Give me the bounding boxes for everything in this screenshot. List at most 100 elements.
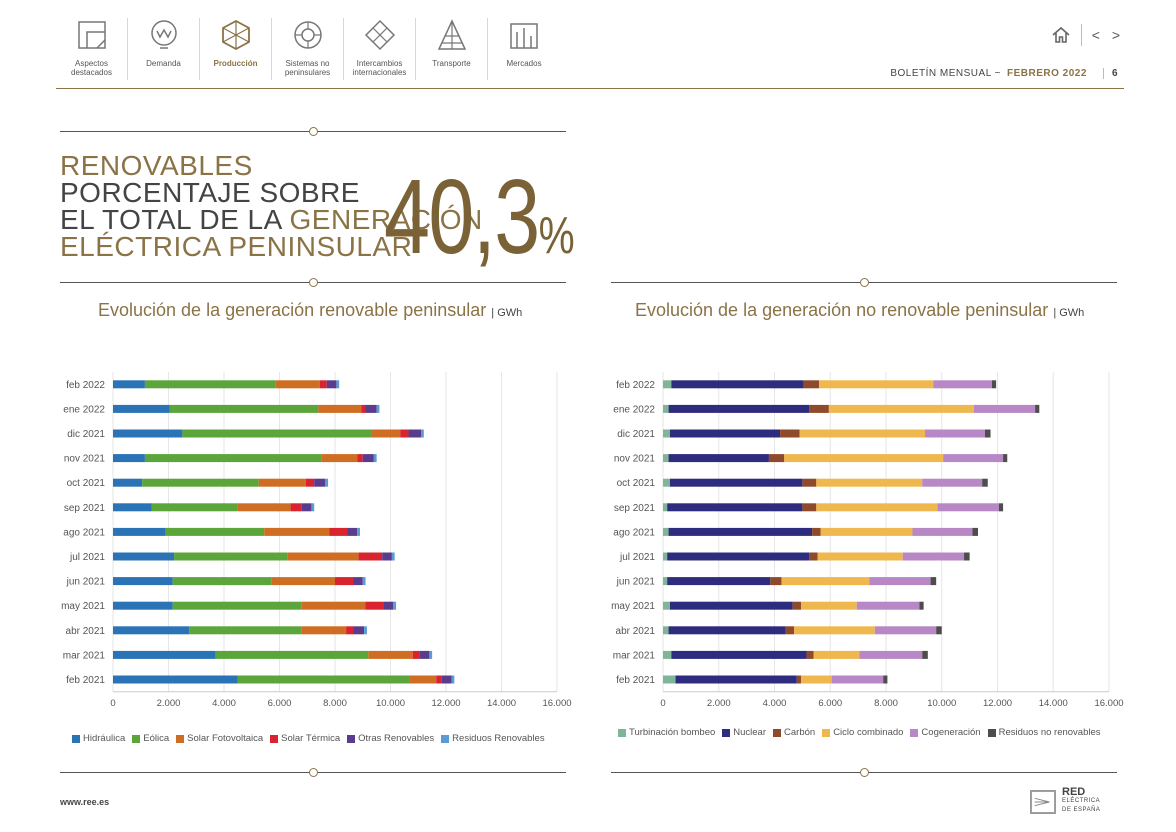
page-arrows[interactable]: < > xyxy=(1091,27,1124,43)
bar-segment xyxy=(383,601,394,610)
bar-segment xyxy=(357,527,360,536)
bar-segment xyxy=(182,429,372,438)
top-right-controls: < > xyxy=(1051,24,1124,46)
ree-logo-icon xyxy=(1030,789,1056,814)
bar-segment xyxy=(258,478,306,487)
nav-item-0[interactable]: Aspectos destacados xyxy=(56,18,128,80)
nav-item-6[interactable]: Mercados xyxy=(488,18,560,80)
y-tick-label: jun 2021 xyxy=(66,577,106,588)
legend-swatch xyxy=(822,728,831,737)
nonrenewable-legend: Turbinación bombeo Nuclear Carbón Ciclo com… xyxy=(618,727,1101,738)
bar-segment xyxy=(113,478,143,487)
bar-segment xyxy=(781,577,870,586)
bar-segment xyxy=(809,404,829,413)
y-tick-label: ene 2022 xyxy=(63,404,105,415)
bar-segment xyxy=(144,454,322,463)
bar-segment xyxy=(937,503,999,512)
bar-segment xyxy=(943,454,1004,463)
bar-segment xyxy=(287,552,359,561)
bar-segment xyxy=(113,404,170,413)
top-nav: Aspectos destacados Demanda Producción Sist… xyxy=(56,18,560,80)
legend-item: Ciclo combinado xyxy=(822,727,903,738)
y-tick-label: sep 2021 xyxy=(64,503,106,514)
bar-segment xyxy=(346,626,354,635)
x-tick-label: 4.000 xyxy=(763,698,787,709)
footer-url[interactable]: www.ree.es xyxy=(60,797,110,807)
nav-label: Producción xyxy=(213,59,258,68)
bar-segment xyxy=(663,503,668,512)
bar-segment xyxy=(365,404,377,413)
bar-segment xyxy=(451,675,455,684)
bar-segment xyxy=(364,626,367,635)
bar-segment xyxy=(305,478,315,487)
nav-item-4[interactable]: Intercambios internacionales xyxy=(344,18,416,80)
y-tick-label: feb 2022 xyxy=(66,380,105,391)
bar-segment xyxy=(663,601,670,610)
bar-segment xyxy=(813,650,860,659)
legend-swatch xyxy=(773,728,782,737)
bar-segment xyxy=(667,577,771,586)
y-tick-label: sep 2021 xyxy=(614,503,656,514)
bar-segment xyxy=(667,552,810,561)
bulletin-label: BOLETÍN MENSUAL ~ xyxy=(890,68,1002,79)
x-tick-label: 10.000 xyxy=(376,698,405,709)
x-tick-label: 16.000 xyxy=(542,698,571,709)
bar-segment xyxy=(113,527,166,536)
percentage-value: 40,3 xyxy=(384,158,540,276)
section-rule xyxy=(60,127,566,136)
y-tick-label: ago 2021 xyxy=(613,527,655,538)
legend-swatch xyxy=(132,734,141,743)
nav-item-5[interactable]: Transporte xyxy=(416,18,488,80)
page-number: 6 xyxy=(1102,68,1118,79)
bar-segment xyxy=(301,601,366,610)
legend-label: Turbinación bombeo xyxy=(629,727,716,738)
legend-label: Solar Térmica xyxy=(281,733,341,744)
bar-segment xyxy=(237,675,410,684)
bar-segment xyxy=(802,503,817,512)
x-tick-label: 6.000 xyxy=(268,698,292,709)
bar-segment xyxy=(361,404,366,413)
chart-unit: GWh xyxy=(1059,307,1085,319)
headline-line2: PORCENTAJE SOBRE xyxy=(60,177,360,208)
bar-segment xyxy=(290,503,302,512)
legend-label: Ciclo combinado xyxy=(833,727,904,738)
nav-item-1[interactable]: Demanda xyxy=(128,18,200,80)
renewable-bar-chart: 0 2.000 4.000 6.000 8.000 10.000 12.000 14.000 1… xyxy=(61,372,572,709)
x-tick-label: 0 xyxy=(110,698,115,709)
legend-label: Residuos no renovables xyxy=(998,727,1101,738)
section-rule xyxy=(611,278,1117,287)
bar-segment xyxy=(973,404,1036,413)
bar-segment xyxy=(393,601,397,610)
bar-segment xyxy=(819,380,934,389)
bar-segment xyxy=(663,552,668,561)
bar-segment xyxy=(113,380,145,389)
ree-logo: RED ELÉCTRICA DE ESPAÑA xyxy=(1030,787,1100,815)
nav-item-2[interactable]: Producción xyxy=(200,18,272,80)
bar-segment xyxy=(357,454,363,463)
nav-item-3[interactable]: Sistemas no peninsulares xyxy=(272,18,344,80)
bar-segment xyxy=(922,650,928,659)
bar-segment xyxy=(165,527,265,536)
y-tick-label: abr 2021 xyxy=(616,626,656,637)
bar-segment xyxy=(215,650,369,659)
bar-segment xyxy=(982,478,988,487)
y-tick-label: dic 2021 xyxy=(617,429,655,440)
bar-segment xyxy=(812,527,821,536)
x-tick-label: 10.000 xyxy=(927,698,956,709)
y-tick-label: mar 2021 xyxy=(613,650,656,661)
bar-segment xyxy=(820,527,913,536)
header-divider xyxy=(56,88,1124,89)
bar-segment xyxy=(382,552,392,561)
legend-item: Residuos no renovables xyxy=(987,727,1101,738)
bar-segment xyxy=(663,380,672,389)
home-icon[interactable] xyxy=(1051,25,1071,45)
bar-segment xyxy=(874,626,937,635)
bar-segment xyxy=(784,454,944,463)
bar-segment xyxy=(675,675,797,684)
bar-segment xyxy=(671,380,804,389)
y-tick-label: abr 2021 xyxy=(66,626,106,637)
legend-swatch xyxy=(441,734,450,743)
bar-segment xyxy=(301,626,347,635)
legend-label: Solar Fotovoltaica xyxy=(187,733,264,744)
headline-line1: RENOVABLES xyxy=(60,150,253,181)
